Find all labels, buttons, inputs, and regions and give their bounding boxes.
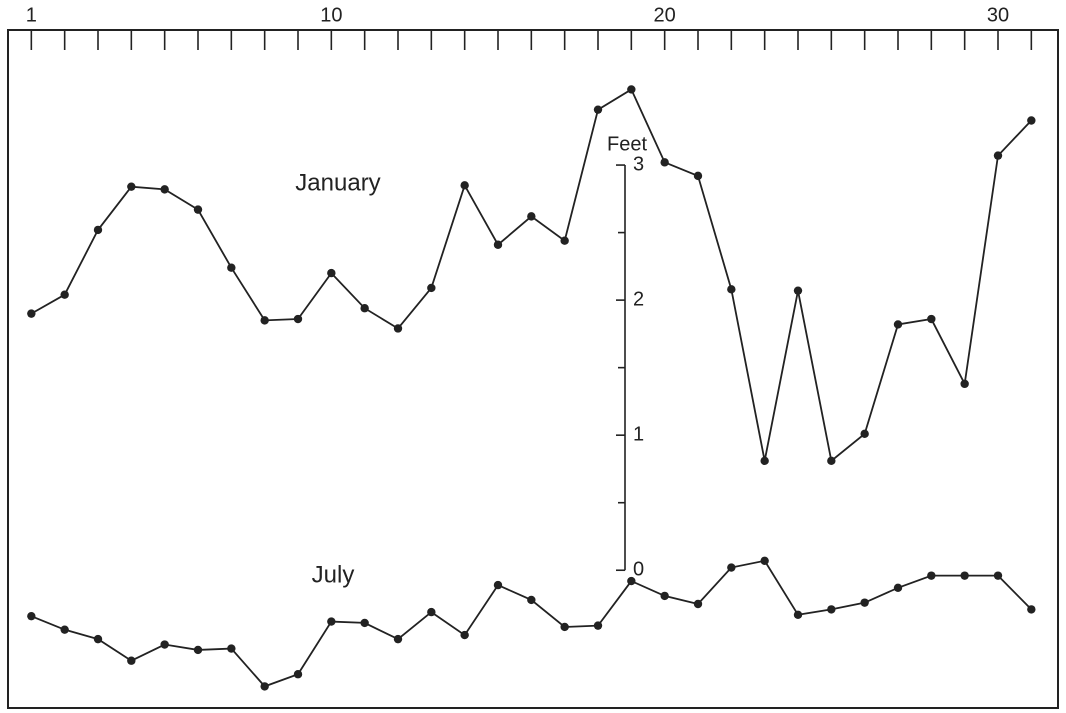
data-point: [160, 185, 169, 194]
data-point: [893, 320, 903, 329]
data-point: [860, 429, 869, 439]
series-label: January: [295, 169, 380, 196]
data-point: [493, 580, 503, 590]
data-point: [393, 324, 403, 333]
data-point: [27, 309, 36, 318]
data-point: [260, 316, 269, 325]
data-point: [760, 456, 769, 466]
data-point: [260, 682, 269, 691]
x-tick-label: 30: [987, 4, 1009, 26]
data-point: [127, 656, 136, 665]
data-point: [960, 379, 969, 389]
data-point: [760, 556, 769, 565]
data-point: [360, 618, 369, 628]
data-point: [460, 630, 469, 640]
data-point: [93, 634, 103, 644]
data-point: [127, 182, 136, 191]
y-tick-label: 1: [633, 423, 644, 445]
data-point: [460, 181, 469, 190]
data-point: [427, 283, 436, 293]
data-point: [27, 611, 36, 621]
data-point: [660, 158, 669, 167]
data-point: [993, 151, 1003, 160]
data-point: [293, 314, 303, 324]
x-tick-label: 1: [26, 4, 37, 26]
plot-frame: [7, 29, 1059, 709]
data-point: [593, 105, 603, 114]
data-point: [693, 171, 703, 181]
data-point: [827, 605, 836, 614]
data-point: [993, 571, 1003, 580]
data-point: [493, 240, 503, 249]
data-point: [693, 599, 703, 609]
data-point: [560, 622, 569, 632]
x-tick-label: 10: [320, 4, 342, 26]
data-point: [193, 645, 203, 655]
data-point: [727, 285, 736, 294]
data-point: [1027, 116, 1036, 125]
y-tick-label: 3: [633, 153, 644, 175]
data-point: [327, 617, 336, 626]
data-point: [427, 607, 436, 617]
y-tick-label: 0: [633, 559, 644, 581]
data-point: [727, 563, 736, 572]
data-point: [927, 571, 936, 580]
data-point: [393, 634, 403, 644]
data-point: [60, 290, 69, 299]
data-point: [327, 268, 336, 278]
data-point: [660, 591, 669, 601]
data-point: [293, 670, 303, 679]
data-point: [360, 304, 369, 313]
data-point: [60, 625, 69, 634]
series-label: July: [312, 561, 355, 588]
y-axis-label: Feet: [607, 133, 647, 155]
data-point: [627, 576, 636, 586]
data-point: [827, 456, 836, 466]
data-point: [160, 640, 169, 649]
series-line: [30, 559, 1032, 688]
data-point: [927, 314, 936, 324]
data-point: [860, 598, 869, 607]
data-point: [960, 571, 969, 580]
data-point: [793, 610, 803, 620]
data-point: [93, 225, 103, 235]
data-point: [593, 621, 603, 630]
data-point: [627, 85, 636, 94]
data-point: [227, 263, 236, 272]
data-point: [893, 583, 903, 592]
data-point: [793, 286, 803, 295]
data-point: [193, 205, 203, 214]
data-point: [227, 644, 236, 653]
data-point: [527, 595, 536, 605]
y-tick-label: 2: [633, 288, 644, 310]
series-line: [30, 88, 1032, 463]
data-point: [560, 236, 569, 245]
data-point: [527, 212, 536, 221]
data-point: [1027, 605, 1036, 614]
x-tick-label: 20: [654, 4, 676, 26]
